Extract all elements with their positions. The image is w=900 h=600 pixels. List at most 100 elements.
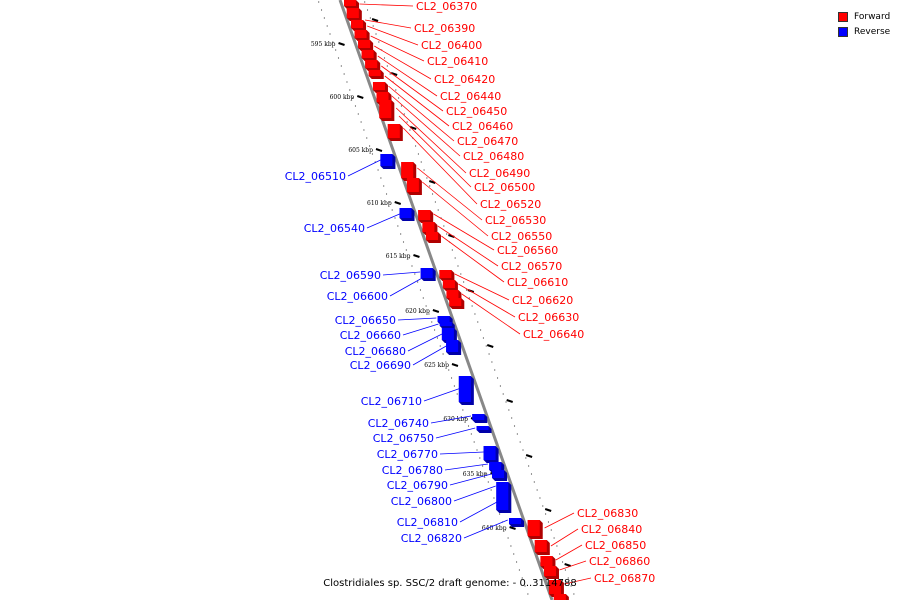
scale-dot — [527, 593, 529, 595]
forward-gene-leader — [437, 225, 499, 267]
forward-gene-block — [527, 520, 543, 539]
scale-dot — [383, 185, 385, 187]
tick-mark — [375, 148, 383, 152]
reverse-gene-block — [380, 154, 396, 169]
gene-body — [442, 280, 455, 288]
gene-body — [458, 376, 471, 402]
reverse-gene-block — [496, 482, 512, 513]
forward-gene-block — [422, 222, 438, 235]
scale-dot — [337, 57, 340, 59]
forward-gene-label: CL2_06870 — [594, 572, 655, 585]
scale-dot — [429, 185, 431, 187]
scale-dot — [539, 497, 541, 499]
reverse-gene-block — [439, 322, 455, 329]
gene-body — [380, 154, 393, 166]
forward-gene-label: CL2_06390 — [414, 22, 475, 35]
forward-gene-label: CL2_06500 — [474, 181, 535, 194]
gene-body — [446, 290, 459, 298]
forward-gene-label: CL2_06450 — [446, 105, 507, 118]
scale-dot — [391, 209, 393, 211]
scale-dot — [487, 481, 489, 483]
reverse-gene-label: CL2_06740 — [368, 417, 429, 430]
forward-gene-block — [361, 50, 377, 61]
reverse-gene-label: CL2_06510 — [285, 170, 346, 183]
reverse-gene-label: CL2_06820 — [401, 532, 462, 545]
scale-dot — [372, 25, 374, 27]
gene-body — [401, 162, 414, 178]
forward-gene-leader — [559, 560, 587, 571]
forward-gene-block — [543, 566, 559, 579]
forward-gene-label: CL2_06830 — [577, 507, 638, 520]
reverse-gene-label: CL2_06650 — [335, 314, 396, 327]
gene-body — [449, 298, 462, 306]
legend-item-forward: Forward — [838, 9, 890, 24]
tick-mark — [394, 201, 402, 205]
scale-dot — [414, 145, 417, 147]
scale-dot — [522, 449, 524, 451]
scale-dot — [533, 481, 535, 483]
scale-dot — [516, 433, 518, 435]
tick-label: 630 kbp — [443, 416, 468, 423]
forward-gene-leader — [391, 95, 461, 157]
gene-body — [483, 446, 496, 460]
scale-dot — [411, 265, 413, 267]
reverse-gene-label: CL2_06680 — [345, 345, 406, 358]
scale-dot — [454, 257, 456, 259]
scale-dot — [335, 49, 337, 51]
forward-gene-label: CL2_06520 — [480, 198, 541, 211]
forward-gene-leader — [377, 55, 438, 97]
scale-dot — [366, 9, 369, 11]
scale-dot — [442, 353, 444, 355]
gene-body — [472, 414, 485, 420]
forward-gene-leader — [402, 127, 478, 205]
tick-label: 595 kbp — [311, 41, 336, 48]
tick-mark — [506, 399, 514, 403]
gene-labels: CL2_06370 CL2_06390 CL2_06400 CL2_06410 CL2_… — [285, 0, 656, 585]
forward-gene-leader — [433, 213, 495, 251]
scale-dot — [446, 233, 448, 235]
scale-dot — [434, 201, 436, 203]
reverse-gene-block — [483, 446, 499, 463]
scale-dot — [383, 57, 386, 59]
scale-dot — [437, 209, 439, 211]
scale-dot — [542, 505, 544, 507]
scale-dot — [343, 73, 345, 75]
gene-body — [489, 462, 502, 470]
scale-dot — [519, 441, 521, 443]
gene-body — [527, 520, 540, 536]
scale-dot — [471, 305, 473, 307]
forward-gene-leader — [370, 35, 425, 62]
scale-dot — [467, 425, 470, 427]
reverse-gene-leader — [347, 159, 381, 177]
gene-body — [439, 270, 452, 278]
reverse-gene-leader — [407, 333, 443, 352]
scale-dot — [505, 401, 507, 403]
scale-dot — [386, 65, 388, 67]
reverse-gene-leader — [439, 451, 484, 455]
scale-dot — [570, 585, 572, 587]
reverse-gene-label: CL2_06710 — [361, 395, 422, 408]
gene-body — [387, 124, 400, 138]
scale-dot — [364, 1, 366, 3]
forward-gene-block — [548, 580, 564, 597]
scale-dot — [378, 41, 380, 43]
gene-body — [376, 92, 389, 102]
gene-body — [379, 100, 392, 118]
reverse-gene-block — [441, 328, 457, 343]
scale-dot — [318, 1, 320, 3]
forward-gene-label: CL2_06370 — [416, 0, 477, 13]
forward-gene-block — [449, 298, 465, 309]
scale-dot — [491, 361, 493, 363]
gene-body — [358, 40, 371, 48]
tick-mark — [371, 18, 379, 22]
gene-body — [439, 322, 452, 326]
forward-gene-block — [379, 100, 395, 121]
scale-dot — [484, 473, 487, 475]
forward-gene-block — [344, 0, 359, 9]
scale-dot — [465, 289, 468, 291]
forward-gene-block — [406, 178, 422, 195]
forward-gene-label: CL2_06490 — [469, 167, 530, 180]
scale-dot — [451, 249, 453, 251]
scale-dot — [405, 249, 407, 251]
forward-gene-label: CL2_06400 — [421, 39, 482, 52]
